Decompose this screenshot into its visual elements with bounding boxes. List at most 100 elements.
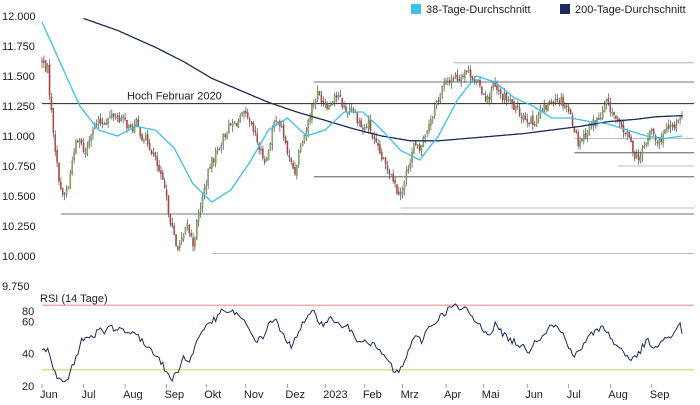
- ma200-line: [83, 17, 683, 142]
- candle-body: [328, 105, 330, 110]
- x-tick-label: Sep: [165, 389, 185, 400]
- x-tick-label: Dez: [285, 389, 305, 400]
- candle-body: [277, 121, 279, 123]
- candle-body: [382, 157, 385, 159]
- rsi-y-tick-label: 60: [22, 316, 34, 328]
- candle-body: [537, 113, 540, 119]
- candle-body: [600, 117, 602, 120]
- candle-body: [214, 150, 217, 164]
- candle-body: [649, 131, 651, 140]
- candle-body: [647, 138, 649, 144]
- candle-body: [69, 172, 72, 188]
- candle-body: [558, 100, 561, 103]
- candle-body: [547, 102, 549, 111]
- x-tick-label: Jul: [567, 389, 581, 400]
- candle-body: [500, 89, 502, 95]
- candle-body: [86, 146, 89, 155]
- candle-body: [430, 119, 432, 126]
- candle-body: [54, 134, 56, 152]
- candle-body: [415, 142, 417, 146]
- candle-body: [207, 169, 209, 186]
- candle-body: [433, 106, 436, 117]
- candle-body: [498, 90, 500, 92]
- ma38-line: [41, 21, 683, 203]
- candle-body: [532, 115, 534, 126]
- candle-body: [549, 101, 551, 104]
- candle-body: [545, 104, 547, 110]
- candle-body: [390, 174, 393, 176]
- candle-body: [420, 145, 423, 152]
- candle-body: [209, 167, 211, 169]
- candle-body: [286, 140, 289, 154]
- candle-body: [80, 139, 83, 143]
- candle-body: [454, 74, 457, 77]
- candle-body: [522, 115, 525, 120]
- candle-body: [432, 116, 434, 119]
- candle-body: [492, 82, 494, 89]
- candle-body: [675, 124, 678, 130]
- candle-body: [632, 140, 634, 152]
- candle-body: [235, 122, 238, 127]
- candle-body: [41, 60, 43, 63]
- candle-body: [213, 159, 215, 163]
- candle-body: [298, 151, 300, 165]
- candle-body: [129, 124, 132, 128]
- candle-body: [243, 111, 245, 114]
- candle-body: [543, 104, 545, 112]
- candle-body: [252, 123, 255, 132]
- candle-body: [95, 123, 98, 126]
- candle-body: [109, 116, 111, 118]
- candle-body: [337, 95, 340, 99]
- candle-body: [350, 108, 353, 110]
- candle-body: [62, 188, 64, 195]
- candle-body: [362, 127, 364, 130]
- candle-body: [569, 109, 572, 115]
- candle-body: [171, 223, 174, 227]
- candle-body: [163, 181, 166, 189]
- candle-body: [290, 157, 292, 162]
- candle-body: [333, 94, 336, 103]
- candle-body: [309, 117, 311, 122]
- candle-body: [196, 220, 198, 240]
- candle-body: [326, 103, 328, 109]
- candle-body: [245, 111, 247, 114]
- candle-body: [88, 140, 90, 147]
- x-tick-label: Nov: [244, 389, 264, 400]
- candle-body: [239, 115, 241, 123]
- candle-body: [524, 115, 527, 120]
- candle-body: [586, 130, 589, 137]
- price-y-tick-label: 11.500: [2, 71, 35, 83]
- candle-body: [575, 130, 578, 133]
- price-y-tick-label: 10.000: [2, 251, 36, 263]
- candle-body: [356, 112, 359, 123]
- candle-body: [501, 93, 504, 101]
- rsi-line: [41, 303, 683, 383]
- candle-body: [560, 97, 562, 104]
- candle-body: [314, 100, 317, 104]
- candle-body: [588, 123, 591, 130]
- candle-body: [141, 134, 143, 141]
- candle-body: [486, 96, 489, 103]
- candle-body: [566, 105, 568, 108]
- candle-body: [165, 189, 168, 196]
- candle-body: [231, 122, 234, 127]
- candle-body: [65, 189, 68, 195]
- candle-body: [250, 121, 253, 125]
- candle-body: [388, 170, 391, 174]
- candle-body: [247, 112, 249, 118]
- candle-body: [605, 99, 608, 105]
- x-tick-label: Feb: [363, 389, 382, 400]
- candle-body: [449, 80, 451, 83]
- candle-body: [452, 77, 455, 79]
- candle-body: [43, 60, 45, 63]
- candle-body: [583, 133, 585, 141]
- candle-body: [517, 105, 519, 108]
- candle-body: [664, 129, 666, 134]
- candle-body: [645, 143, 647, 146]
- candle-body: [484, 96, 487, 102]
- candle-body: [299, 146, 302, 152]
- candle-body: [530, 117, 532, 124]
- annotation-label: Hoch Februar 2020: [127, 91, 222, 103]
- candle-body: [413, 143, 415, 154]
- candle-body: [90, 134, 92, 142]
